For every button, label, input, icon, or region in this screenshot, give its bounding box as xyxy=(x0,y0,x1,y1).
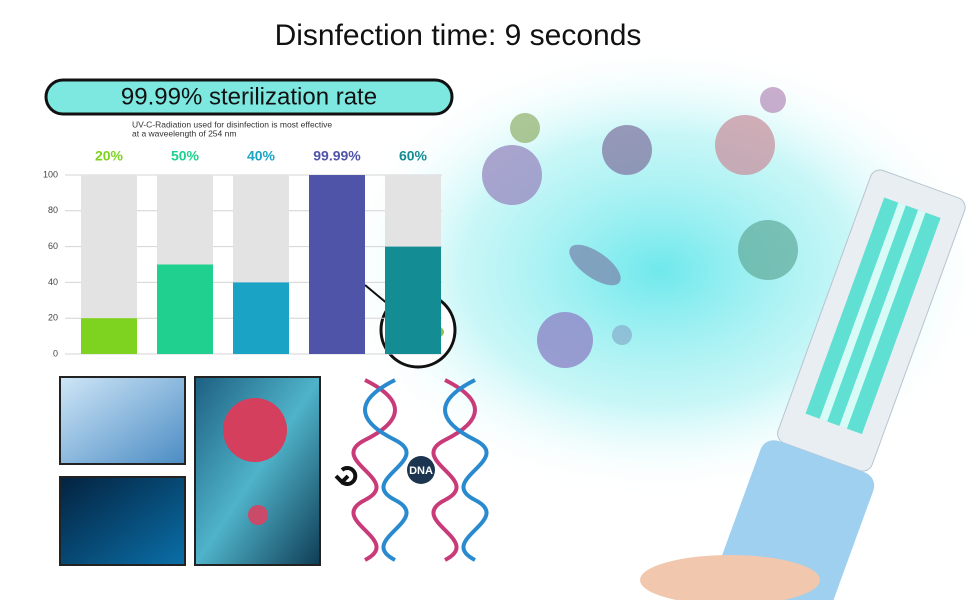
value-label: 60% xyxy=(399,148,428,164)
bar xyxy=(81,318,137,354)
chart: UV-C-Radiation used for disinfection is … xyxy=(43,119,442,358)
bar xyxy=(233,282,289,354)
y-tick-label: 0 xyxy=(53,348,58,358)
chart-subtitle: UV-C-Radiation used for disinfection is … xyxy=(132,119,332,129)
image-panels xyxy=(59,284,489,566)
value-label: 20% xyxy=(95,148,124,164)
y-tick-label: 40 xyxy=(48,277,58,287)
bar xyxy=(385,246,441,354)
value-label: 99.99% xyxy=(313,148,361,164)
bar xyxy=(157,264,213,354)
chart-subtitle: at a waveelength of 254 nm xyxy=(132,128,236,138)
headline: Disnfection time: 9 seconds xyxy=(275,19,642,52)
uv-device-illustration xyxy=(330,40,970,600)
badge-box xyxy=(44,78,454,116)
value-label: 50% xyxy=(171,148,200,164)
y-tick-label: 60 xyxy=(48,241,58,251)
y-tick-label: 80 xyxy=(48,205,58,215)
y-tick-label: 100 xyxy=(43,169,58,179)
bar xyxy=(309,175,365,354)
badge-text: 99.99% sterilization rate xyxy=(121,83,377,110)
y-tick-label: 20 xyxy=(48,313,58,323)
dna-label: DNA xyxy=(409,465,433,477)
value-label: 40% xyxy=(247,148,276,164)
